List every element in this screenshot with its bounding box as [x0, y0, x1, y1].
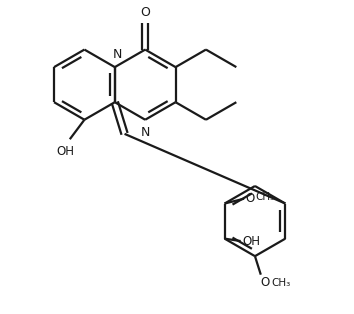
Text: O: O: [261, 276, 270, 289]
Text: OH: OH: [242, 235, 261, 247]
Text: O: O: [245, 192, 254, 205]
Text: N: N: [113, 48, 122, 61]
Text: N: N: [141, 126, 150, 138]
Text: CH₃: CH₃: [272, 278, 291, 288]
Text: O: O: [140, 6, 150, 19]
Text: CH₃: CH₃: [256, 192, 275, 202]
Text: OH: OH: [56, 145, 74, 158]
